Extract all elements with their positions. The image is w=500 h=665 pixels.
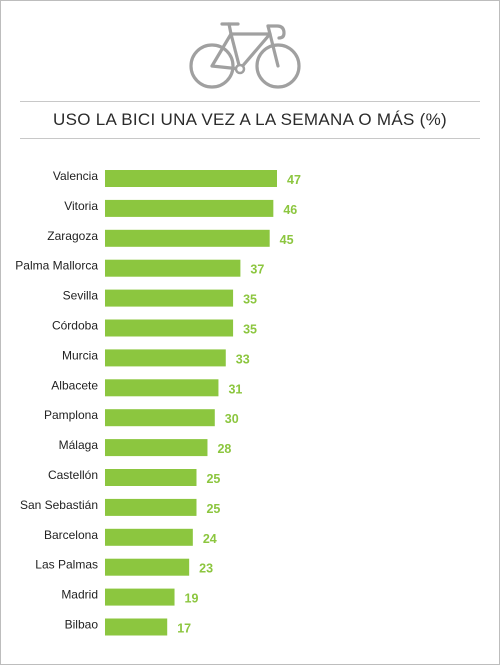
bar: [105, 349, 226, 367]
value-label: 35: [243, 293, 257, 307]
category-label: Palma Mallorca: [15, 259, 98, 273]
category-label: Zaragoza: [47, 229, 98, 243]
category-label: Castellón: [48, 468, 98, 482]
bar: [105, 498, 197, 516]
bar: [105, 289, 234, 307]
bar: [105, 409, 215, 427]
category-label: Barcelona: [44, 528, 98, 542]
bar: [105, 319, 234, 337]
bar: [105, 259, 241, 277]
bar: [105, 469, 197, 486]
bar: [105, 379, 219, 397]
value-label: 33: [236, 352, 250, 366]
value-label: 25: [206, 472, 220, 486]
bar: [105, 528, 193, 546]
category-label: Valencia: [53, 169, 98, 183]
bar: [105, 229, 270, 247]
category-label: Málaga: [59, 438, 99, 452]
value-label: 46: [283, 203, 297, 217]
category-label: Murcia: [62, 348, 98, 362]
value-label: 24: [203, 532, 217, 546]
category-label: Las Palmas: [35, 558, 98, 572]
value-label: 30: [225, 412, 239, 426]
value-label: 31: [228, 382, 242, 396]
category-label: Vitoria: [64, 199, 98, 213]
bicycle-icon: [185, 16, 305, 94]
category-label: Madrid: [61, 588, 98, 602]
chart-title: USO LA BICI UNA VEZ A LA SEMANA O MÁS (%…: [20, 101, 480, 139]
value-label: 17: [177, 622, 191, 636]
bar: [105, 170, 277, 187]
value-label: 23: [199, 562, 213, 576]
category-label: Bilbao: [65, 618, 99, 632]
bar: [105, 439, 208, 457]
category-label: Córdoba: [52, 319, 98, 333]
bar: [105, 588, 175, 606]
value-label: 28: [217, 442, 231, 456]
value-label: 35: [243, 323, 257, 337]
value-label: 19: [185, 592, 199, 606]
category-label: Pamplona: [44, 408, 98, 422]
category-label: Sevilla: [63, 289, 99, 303]
bar: [105, 618, 168, 636]
value-label: 37: [250, 263, 264, 277]
category-label: Albacete: [51, 378, 98, 392]
category-label: San Sebastián: [20, 498, 98, 512]
bar: [105, 558, 190, 576]
value-label: 47: [287, 173, 301, 187]
value-label: 45: [280, 233, 294, 247]
value-label: 25: [206, 502, 220, 516]
bar: [105, 199, 274, 217]
